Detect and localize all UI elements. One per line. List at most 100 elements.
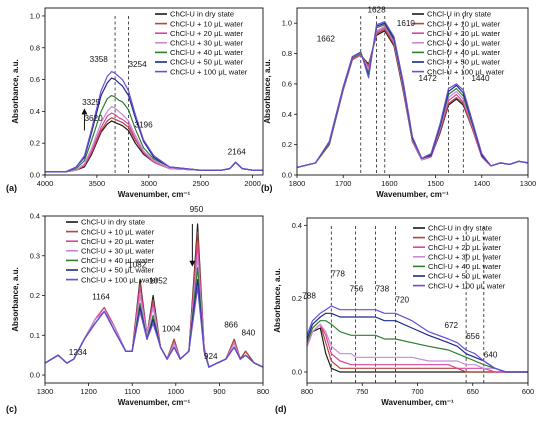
y-tick-label: 0.2 bbox=[30, 139, 40, 148]
legend-entry: ChCl-U + 20 μL water bbox=[81, 237, 155, 246]
y-tick-label: 0.2 bbox=[282, 140, 292, 149]
x-tick-label: 1400 bbox=[474, 179, 490, 188]
peak-annotation: 640 bbox=[484, 350, 498, 359]
peak-annotation: 672 bbox=[444, 321, 458, 330]
peak-annotation: 3196 bbox=[134, 120, 153, 129]
panel-label: (b) bbox=[261, 183, 273, 193]
y-axis-label: Absorbance, a.u. bbox=[263, 59, 272, 123]
x-axis-label: Wavenumber, cm⁻¹ bbox=[381, 398, 454, 407]
peak-annotation: 840 bbox=[242, 328, 256, 337]
y-tick-label: 1.0 bbox=[282, 19, 292, 28]
panel-label: (c) bbox=[6, 404, 17, 414]
legend-entry: ChCl-U + 40 μL water bbox=[170, 48, 244, 57]
panel-label: (d) bbox=[275, 404, 287, 414]
y-tick-label: 0.0 bbox=[30, 371, 40, 380]
peak-annotation: 778 bbox=[331, 270, 345, 279]
peak-annotation: 950 bbox=[190, 205, 204, 214]
y-tick-label: 0.0 bbox=[30, 171, 40, 180]
peak-annotation: 1662 bbox=[317, 34, 336, 43]
legend-entry: ChCl-U in dry state bbox=[428, 224, 492, 233]
x-tick-label: 1300 bbox=[520, 179, 536, 188]
series-line bbox=[45, 77, 263, 173]
legend-entry: ChCl-U + 10 μL water bbox=[427, 19, 501, 28]
x-tick-label: 800 bbox=[301, 387, 313, 396]
panel-label: (a) bbox=[6, 183, 17, 193]
x-tick-label: 1100 bbox=[124, 387, 140, 396]
panel-a: 4000 3500 3000 2500 2000 0.0 0.2 0.4 0.6 0.8 1.0 Wa… bbox=[6, 7, 264, 199]
peak-annotation: 1610 bbox=[397, 19, 416, 28]
x-tick-label: 1600 bbox=[381, 179, 397, 188]
y-tick-label: 0.6 bbox=[282, 79, 292, 88]
peak-annotation: 656 bbox=[466, 332, 480, 341]
y-axis-label: Absorbance, a.u. bbox=[11, 59, 20, 123]
legend-entry: ChCl-U + 100 μL water bbox=[428, 281, 506, 290]
x-tick-label: 1700 bbox=[335, 179, 351, 188]
x-tick-label: 2500 bbox=[192, 179, 208, 188]
plot-frame bbox=[44, 215, 264, 384]
peak-annotation: 866 bbox=[224, 320, 238, 329]
x-tick-label: 1800 bbox=[289, 179, 305, 188]
legend-entry: ChCl-U + 50 μL water bbox=[170, 58, 244, 67]
x-axis-label: Wavenumber, cm⁻¹ bbox=[118, 190, 191, 199]
plot-frame bbox=[44, 7, 264, 176]
legend-entry: ChCl-U + 50 μL water bbox=[81, 266, 155, 275]
legend-entry: ChCl-U + 100 μL water bbox=[427, 67, 505, 76]
series-line bbox=[306, 323, 528, 373]
legend-entry: ChCl-U + 40 μL water bbox=[427, 48, 501, 57]
y-tick-label: 0.8 bbox=[282, 49, 292, 58]
legend-entry: ChCl-U + 20 μL water bbox=[427, 29, 501, 38]
peak-annotation: 1628 bbox=[367, 6, 386, 15]
y-tick-label: 0.8 bbox=[30, 43, 40, 52]
legend-entry: ChCl-U + 30 μL water bbox=[81, 247, 155, 256]
x-tick-label: 1200 bbox=[80, 387, 96, 396]
x-tick-label: 650 bbox=[467, 387, 479, 396]
y-tick-label: 0.6 bbox=[30, 75, 40, 84]
peak-annotation: 3325 bbox=[82, 98, 101, 107]
series-line bbox=[306, 323, 528, 373]
peak-annotation: 3620 bbox=[84, 114, 103, 123]
peak-annotation: 1004 bbox=[162, 324, 181, 333]
peak-annotation: 1234 bbox=[69, 348, 88, 357]
x-tick-label: 4000 bbox=[37, 179, 53, 188]
legend-entry: ChCl-U + 10 μL water bbox=[428, 233, 502, 242]
peak-annotation: 1440 bbox=[471, 74, 490, 83]
y-tick-label: 0.4 bbox=[30, 107, 40, 116]
x-tick-label: 1000 bbox=[168, 387, 184, 396]
series-line bbox=[45, 117, 263, 173]
peak-annotation: 1082 bbox=[128, 261, 147, 270]
legend-entry: ChCl-U + 30 μL water bbox=[170, 39, 244, 48]
series-line bbox=[45, 112, 263, 173]
x-tick-label: 3500 bbox=[89, 179, 105, 188]
peak-annotation: 720 bbox=[395, 295, 409, 304]
x-tick-label: 1500 bbox=[427, 179, 443, 188]
series-line bbox=[306, 320, 528, 373]
panel-d: 800 750 700 650 600 0.0 0.2 0.4 Wavenumber, cm⁻¹… bbox=[273, 217, 534, 414]
x-tick-label: 3000 bbox=[141, 179, 157, 188]
peak-annotation: 3254 bbox=[128, 60, 147, 69]
series-line bbox=[45, 71, 263, 173]
panel-b: 1800 1700 1600 1500 1400 1300 0.0 0.2 0.4 0.6 0.8 1… bbox=[261, 6, 536, 199]
x-tick-label: 700 bbox=[411, 387, 423, 396]
legend-entry: ChCl-U in dry state bbox=[81, 218, 145, 227]
x-tick-label: 2000 bbox=[244, 179, 260, 188]
peak-annotation: 1472 bbox=[419, 74, 438, 83]
y-axis-label: Absorbance, a.u. bbox=[11, 267, 20, 331]
legend-entry: ChCl-U + 30 μL water bbox=[427, 39, 501, 48]
x-axis-label: Wavenumber, cm⁻¹ bbox=[118, 398, 191, 407]
y-tick-label: 0.2 bbox=[292, 294, 302, 303]
legend-entry: ChCl-U + 20 μL water bbox=[170, 29, 244, 38]
legend-entry: ChCl-U in dry state bbox=[170, 10, 234, 19]
peak-annotation: 1164 bbox=[92, 293, 110, 302]
peak-annotation: 924 bbox=[204, 352, 218, 361]
y-tick-label: 0.1 bbox=[30, 331, 40, 340]
y-tick-label: 0.3 bbox=[30, 251, 40, 260]
legend-entry: ChCl-U + 20 μL water bbox=[428, 243, 502, 252]
peak-annotation: 756 bbox=[350, 284, 364, 293]
panel-c: 1300 1200 1100 1000 900 800 0.0 0.1 0.2 0.3 0.4 Wav… bbox=[6, 205, 269, 414]
y-axis-label: Absorbance, a.u. bbox=[273, 268, 282, 332]
